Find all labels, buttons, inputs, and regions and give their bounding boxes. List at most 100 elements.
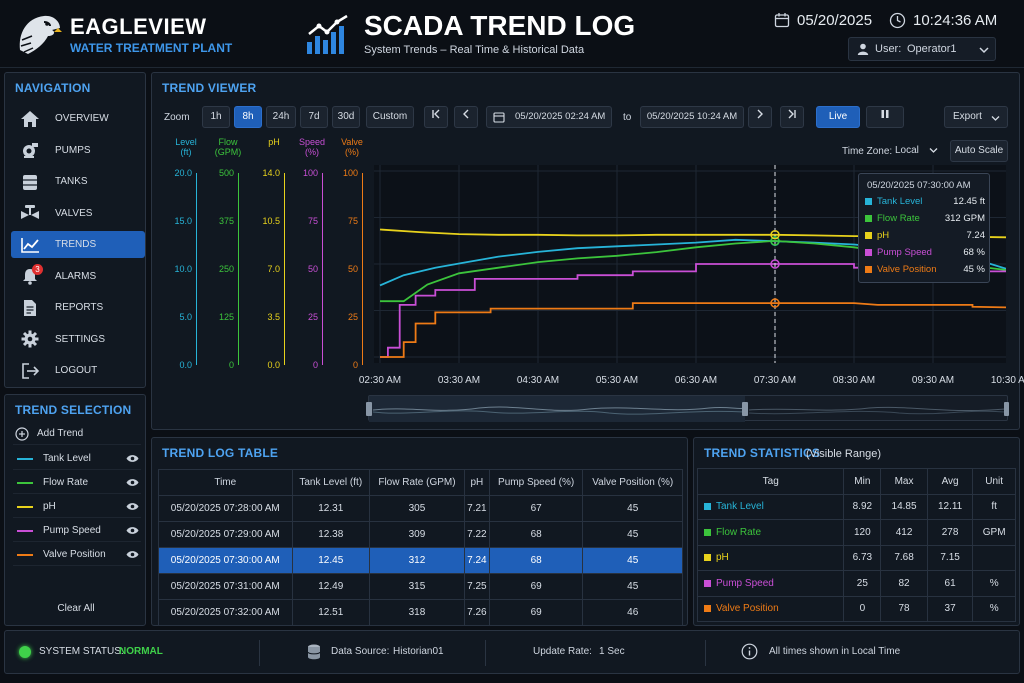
eye-icon[interactable] [126, 502, 139, 514]
clock-icon [889, 12, 906, 32]
clear-all-button[interactable]: Clear All [57, 603, 95, 614]
nav-item-label: VALVES [55, 207, 93, 219]
table-row[interactable]: 05/20/2025 07:31:00 AM 12.49 315 7.25 69 45 [158, 573, 683, 600]
home-icon [19, 110, 41, 128]
status-value: NORMAL [119, 646, 163, 657]
stats-cell: 82 [880, 570, 928, 597]
nav-item-label: ALARMS [55, 270, 97, 282]
cursor-marker [770, 230, 780, 240]
live-button[interactable]: Live [816, 106, 860, 128]
tooltip-value: 45 % [963, 264, 985, 275]
column-header[interactable]: Valve Position (%) [582, 469, 683, 496]
y-axis-line [284, 173, 285, 365]
nav-item-reports[interactable]: REPORTS [11, 294, 145, 321]
column-header[interactable]: Pump Speed (%) [488, 469, 584, 496]
trend-item-tank-level[interactable]: Tank Level [13, 448, 141, 470]
stats-tag-label: Pump Speed [716, 577, 774, 589]
source-label: Data Source: [331, 646, 390, 657]
range-end-field[interactable]: 05/20/2025 10:24 AM [640, 106, 744, 128]
stats-cell: % [972, 595, 1016, 622]
table-row[interactable]: 05/20/2025 07:30:00 AM 12.45 312 7.24 68 45 [158, 547, 683, 574]
navigator-end-handle[interactable] [1004, 402, 1009, 416]
y-tick-label: 100 [342, 168, 358, 178]
y-tick-label: 5.0 [179, 312, 192, 322]
nav-item-valves[interactable]: VALVES [11, 200, 145, 227]
table-row[interactable]: 05/20/2025 07:29:00 AM 12.38 309 7.22 68 45 [158, 521, 683, 548]
header: EAGLEVIEW WATER TREATMENT PLANT SCADA TR… [0, 0, 1024, 68]
tooltip-swatch [865, 214, 872, 222]
nav-item-alarms[interactable]: 3 ALARMS [11, 263, 145, 290]
zoom-30d[interactable]: 30d [332, 106, 360, 128]
zoom-custom[interactable]: Custom [366, 106, 414, 128]
range-end-value: 05/20/2025 10:24 AM [646, 111, 738, 122]
trend-stats-panel: TREND STATISTICS (Visible Range) Tag Min M… [693, 437, 1020, 626]
zoom-1h[interactable]: 1h [202, 106, 230, 128]
navigator-left-handle[interactable] [366, 402, 372, 416]
eye-icon[interactable] [126, 550, 139, 562]
nav-item-trends[interactable]: TRENDS [11, 231, 145, 258]
column-header[interactable]: Flow Rate (GPM) [368, 469, 465, 496]
eye-icon[interactable] [126, 526, 139, 538]
y-tick-label: 75 [307, 216, 318, 226]
chevron-down-icon [991, 110, 1000, 130]
y-tick-label: 25 [307, 312, 318, 322]
timezone-select[interactable]: Local [892, 141, 942, 161]
column-header[interactable]: Tank Level (ft) [291, 469, 370, 496]
table-cell: 05/20/2025 07:31:00 AM [158, 573, 293, 600]
table-row[interactable]: 05/20/2025 07:32:00 AM 12.51 318 7.26 69 46 [158, 599, 683, 626]
first-page-button[interactable] [424, 106, 448, 128]
previous-button[interactable] [454, 106, 478, 128]
column-header: Avg [926, 468, 974, 495]
auto-scale-button[interactable]: Auto Scale [950, 140, 1008, 162]
navigation-panel: NAVIGATION OVERVIEW PUMPS TANKS VALVES TREND… [4, 72, 146, 388]
eye-icon[interactable] [126, 478, 139, 490]
range-navigator[interactable] [366, 395, 1009, 422]
trend-item-valve-position[interactable]: Valve Position [13, 544, 141, 566]
pause-button[interactable] [866, 106, 904, 128]
zoom-8h[interactable]: 8h [234, 106, 262, 128]
x-tick-label: 10:30 AM [990, 375, 1024, 386]
y-tick-label: 3.5 [267, 312, 280, 322]
user-menu[interactable]: User: Operator1 [848, 37, 996, 61]
column-header[interactable]: Time [158, 469, 293, 496]
navigator-right-handle[interactable] [742, 402, 748, 416]
rate-label: Update Rate: [533, 646, 592, 657]
tooltip-label: Tank Level [877, 196, 923, 207]
y-tick-label: 50 [347, 264, 358, 274]
last-page-button[interactable] [780, 106, 804, 128]
y-tick-label: 0.0 [267, 360, 280, 370]
stats-cell: 25 [843, 570, 882, 597]
add-trend-button[interactable]: Add Trend [13, 423, 141, 445]
zoom-7d[interactable]: 7d [300, 106, 328, 128]
export-dropdown[interactable]: Export [944, 106, 1008, 128]
nav-item-logout[interactable]: LOGOUT [11, 357, 145, 384]
nav-item-overview[interactable]: OVERVIEW [11, 105, 145, 132]
nav-item-pumps[interactable]: PUMPS [11, 137, 145, 164]
stats-cell: 0 [843, 595, 882, 622]
nav-item-settings[interactable]: SETTINGS [11, 326, 145, 353]
trend-item-flow-rate[interactable]: Flow Rate [13, 472, 141, 494]
trend-item-ph[interactable]: pH [13, 496, 141, 518]
trend-item-pump-speed[interactable]: Pump Speed [13, 520, 141, 542]
stats-cell: 78 [880, 595, 928, 622]
y-axis-valve: Valve (%) 100 75 50 25 0 [332, 137, 372, 370]
column-header[interactable]: pH [463, 469, 490, 496]
next-button[interactable] [748, 106, 772, 128]
trend-stats-table: Tag Min Max Avg Unit Tank Level 8.92 14.85 12.1… [696, 468, 1016, 622]
nav-item-tanks[interactable]: TANKS [11, 168, 145, 195]
status-divider [705, 640, 706, 666]
zoom-24h[interactable]: 24h [266, 106, 296, 128]
table-cell: 68 [488, 521, 584, 548]
y-tick-label: 125 [218, 312, 234, 322]
nav-item-label: OVERVIEW [55, 113, 109, 124]
range-start-field[interactable]: 05/20/2025 02:24 AM [486, 106, 612, 128]
tooltip-label: Valve Position [877, 264, 937, 275]
y-tick-label: 100 [302, 168, 318, 178]
table-cell: 7.21 [463, 495, 490, 522]
eye-icon[interactable] [126, 454, 139, 466]
table-row[interactable]: 05/20/2025 07:28:00 AM 12.31 305 7.21 67 45 [158, 495, 683, 522]
y-tick-label: 0.0 [179, 360, 192, 370]
y-axis-unit: (%) [305, 147, 319, 157]
pause-icon [880, 110, 890, 122]
stats-cell: 37 [926, 595, 974, 622]
